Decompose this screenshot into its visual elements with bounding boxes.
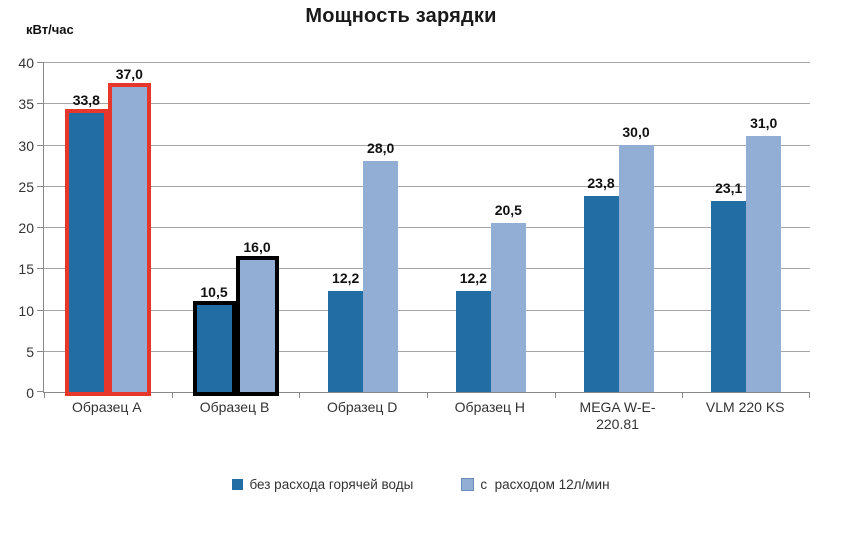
bar-value-label: 12,2: [332, 270, 360, 287]
bar-value-label: 16,0: [243, 239, 271, 255]
category-label: VLM 220 KS: [681, 399, 809, 433]
y-tick-mark: [37, 185, 44, 187]
bar-value-label: 30,0: [622, 123, 650, 140]
bar-series1: 33,8: [64, 92, 108, 396]
category-label-text: Образец H: [454, 399, 526, 415]
legend-label-series1: без расхода горячей воды: [249, 477, 414, 492]
bar-series2: 16,0: [235, 239, 279, 396]
chart-title: Мощность зарядки: [305, 5, 497, 27]
y-tick-label: 25: [18, 178, 34, 195]
bar-series2: 31,0: [746, 115, 782, 392]
legend-label-series2: с расходом 12л/мин: [480, 477, 610, 492]
gridline: [44, 62, 810, 63]
y-tick-mark: [37, 144, 44, 146]
category-label: Образец D: [298, 399, 426, 433]
bar-value-label: 23,8: [587, 174, 615, 191]
y-tick-mark: [37, 268, 44, 270]
category-label-text: VLM 220 KS: [705, 399, 785, 415]
y-tick-label: 10: [18, 302, 34, 319]
bar-series1: 23,8: [583, 175, 619, 392]
y-tick-mark: [37, 350, 44, 352]
y-tick-label: 35: [18, 96, 34, 113]
x-tick-mark: [299, 392, 301, 398]
y-tick-label: 20: [18, 220, 34, 236]
y-tick-label: 15: [18, 261, 34, 278]
legend-item-series2: с расходом 12л/мин: [461, 477, 610, 492]
y-tick-mark: [37, 103, 44, 105]
bar-series2: 20,5: [490, 202, 526, 392]
bar-series2: 37,0: [107, 66, 151, 396]
bar-series2: 30,0: [618, 124, 654, 392]
bar-value-label: 20,5: [494, 201, 522, 218]
bar-series2: 28,0: [363, 140, 399, 392]
y-tick-mark: [37, 309, 44, 311]
bar-series1: 12,2: [328, 270, 364, 392]
legend: без расхода горячей воды с расходом 12л/…: [0, 477, 842, 492]
legend-swatch-series1: [232, 479, 244, 490]
y-tick-mark: [37, 62, 44, 63]
bar-group: 23,1 31,0: [682, 62, 810, 392]
y-tick-label: 30: [18, 137, 34, 154]
y-axis-unit-label: кВт/час: [26, 22, 74, 37]
category-label-text: MEGA W-E-220.81: [579, 399, 656, 432]
gridline: [44, 103, 810, 105]
category-label: MEGA W-E-220.81: [554, 399, 682, 433]
gridline: [44, 309, 810, 311]
bar-groups: 33,8 37,0 10,5 16,0 12,2 28,0 12,2 20,5 23,8 30,0…: [44, 62, 810, 396]
gridline: [44, 268, 810, 270]
bar-value-label: 31,0: [750, 115, 778, 132]
y-tick-mark: [37, 227, 44, 228]
category-label: Образец B: [171, 399, 299, 433]
x-tick-mark: [554, 392, 556, 398]
y-tick-label: 40: [18, 55, 34, 71]
bar-value-label: 33,8: [72, 92, 100, 109]
category-label-text: Образец D: [326, 399, 398, 415]
legend-item-series1: без расхода горячей воды: [232, 477, 413, 492]
y-tick-mark: [37, 391, 44, 392]
bar-group: 33,8 37,0: [44, 62, 172, 396]
category-label-text: Образец B: [199, 399, 270, 415]
y-tick-label: 0: [26, 385, 34, 401]
gridline: [44, 144, 810, 146]
bar-series1: 10,5: [192, 284, 236, 396]
category-label-text: Образец A: [72, 399, 142, 415]
x-tick-mark: [682, 392, 684, 398]
bar-value-label: 23,1: [715, 180, 743, 197]
gridline: [44, 350, 810, 352]
category-label: Образец A: [43, 399, 171, 433]
gridline: [44, 185, 810, 187]
legend-swatch-series2: [461, 478, 475, 491]
bar-series1: 12,2: [455, 270, 491, 392]
bar-group: 12,2 20,5: [427, 62, 555, 392]
category-axis: Образец A Образец B Образец D Образец H MEGA…: [43, 399, 809, 433]
plot-area: 0 5 10 15 20 25 30 35 40 33,8 37,0 10,5 16,0 12,2 28,0…: [18, 55, 810, 401]
y-tick-label: 5: [26, 343, 34, 360]
bar-value-label: 37,0: [115, 65, 143, 82]
x-tick-mark: [44, 392, 45, 398]
category-label: Образец H: [426, 399, 554, 433]
bar-value-label: 10,5: [200, 284, 228, 301]
x-tick-mark: [171, 392, 173, 398]
x-tick-mark: [809, 392, 810, 398]
bar-value-label: 28,0: [367, 140, 395, 156]
gridline: [44, 227, 810, 228]
x-tick-mark: [427, 392, 428, 398]
bar-value-label: 12,2: [459, 270, 487, 287]
bar-group: 23,8 30,0: [555, 62, 683, 392]
bar-series1: 23,1: [711, 180, 747, 392]
bar-group: 10,5 16,0: [172, 62, 300, 396]
bar-group: 12,2 28,0: [299, 62, 427, 392]
